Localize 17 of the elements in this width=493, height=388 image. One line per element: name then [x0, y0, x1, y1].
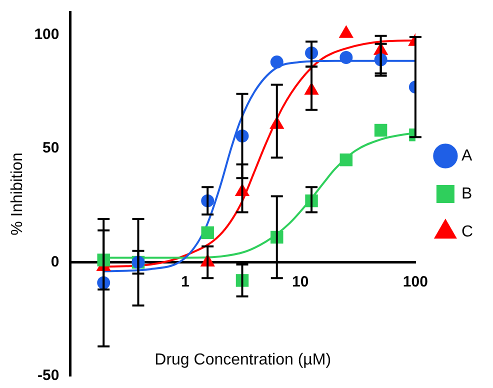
x-tick-label: 10 — [292, 273, 309, 290]
legend-label: A — [461, 147, 472, 164]
legend-label: B — [461, 185, 472, 202]
point — [340, 154, 353, 166]
legend-label: C — [461, 223, 474, 240]
point — [201, 226, 214, 240]
x-axis-title: Drug Concentration (µM) — [154, 351, 332, 368]
point — [374, 124, 388, 137]
x-tick-label: 1 — [181, 273, 190, 290]
y-tick-label: 100 — [34, 26, 60, 43]
y-axis-title: % Inhibition — [9, 152, 26, 236]
y-tick-label: 0 — [50, 253, 60, 270]
point — [270, 56, 284, 69]
y-tick-label: -50 — [38, 367, 60, 384]
y-tick-label: 50 — [42, 140, 60, 157]
x-tick-label: 100 — [402, 273, 428, 290]
point — [340, 51, 353, 64]
